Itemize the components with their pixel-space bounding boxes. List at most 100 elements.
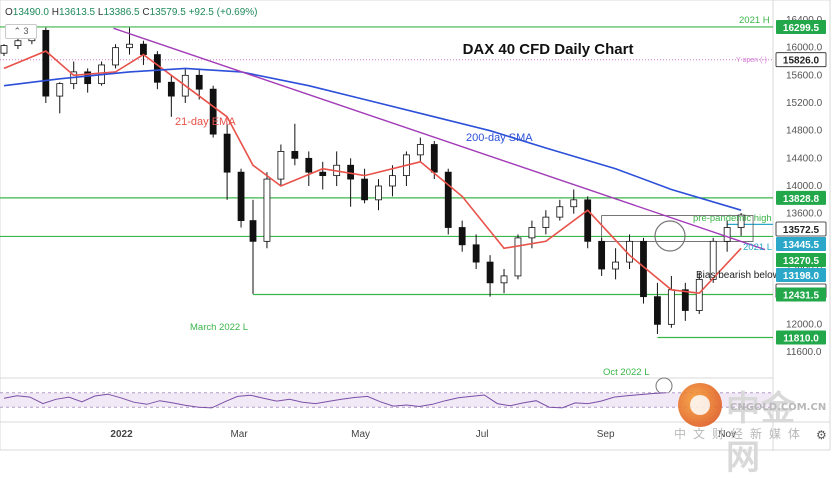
x-tick-label: 2022: [110, 429, 133, 440]
candle-body: [667, 289, 675, 325]
candle-body: [126, 43, 133, 49]
price-tag: [776, 330, 826, 345]
candle-body: [153, 54, 161, 83]
low-label: L: [97, 7, 104, 18]
series-toggle-button[interactable]: ⌃ 3: [5, 24, 37, 39]
candle-body: [305, 157, 313, 173]
price-tag: [776, 268, 826, 282]
candle-body: [654, 296, 661, 325]
price-tag-label: 13445.5: [783, 240, 820, 251]
series-line-200-day-sma: [3, 67, 742, 211]
candle-body: [556, 206, 564, 218]
change-value: +92.5 (+0.69%): [188, 7, 258, 18]
x-tick-label: Mar: [230, 429, 248, 440]
price-tag-label: 11810.0: [783, 333, 819, 344]
candle-body: [56, 83, 64, 97]
candle-body: [500, 275, 508, 284]
candle-body: [249, 220, 257, 242]
candle-body: [42, 29, 50, 97]
candle-body: [0, 45, 8, 54]
candle-body: [195, 74, 203, 90]
rsi-band: [0, 392, 773, 408]
candle-body: [140, 43, 147, 55]
candle-body: [570, 199, 578, 208]
x-tick-label: Sep: [597, 429, 615, 440]
candle-body: [681, 289, 689, 311]
chart-title: DAX 40 CFD Daily Chart: [463, 41, 634, 58]
candle-body: [458, 227, 466, 246]
candle-body: [361, 178, 368, 201]
candle-body: [14, 40, 22, 46]
price-tag: [776, 237, 826, 251]
rsi-highlight-circle: [655, 377, 673, 395]
candle-body: [514, 237, 522, 277]
price-tag: [776, 287, 826, 302]
y-tick-label: 13600.0: [786, 209, 823, 220]
candle-body: [486, 261, 494, 284]
candle-body: [263, 178, 271, 242]
x-tick-label: May: [351, 429, 370, 440]
candle-body: [542, 216, 550, 228]
candle-body: [389, 175, 396, 187]
candle-body: [695, 278, 703, 311]
low-value: 13386.5: [103, 7, 140, 18]
candle-body: [584, 199, 592, 242]
candle-body: [237, 171, 245, 221]
x-tick-label: Jul: [476, 429, 489, 440]
candle-body: [430, 144, 438, 173]
y-tick-label: 12000.0: [786, 319, 823, 330]
price-tag: [776, 19, 826, 34]
y-tick-label: 15600.0: [786, 70, 823, 81]
y-tick-label: 14800.0: [786, 126, 823, 137]
level-label: Y open (-): [736, 57, 767, 64]
level-label: March 2022 L: [190, 322, 248, 333]
candle-body: [319, 171, 327, 177]
ohlc-readout: O13490.0 H13613.5 L13386.5 C13579.5 +92.…: [5, 7, 258, 18]
candle-body: [223, 133, 231, 173]
y-tick-label: 16000.0: [786, 43, 823, 54]
y-tick-label: 14400.0: [786, 153, 823, 164]
price-tag-label: 13198.0: [783, 271, 820, 282]
range-box: [601, 215, 754, 242]
y-tick-label: 11600.0: [786, 347, 822, 358]
level-label: pre-pandemic high: [693, 213, 772, 224]
candle-body: [291, 151, 299, 159]
level-label: Oct 2022 L: [603, 367, 649, 378]
candle-body: [167, 81, 175, 97]
price-tag-label: 15826.0: [783, 56, 820, 67]
candle-body: [277, 151, 285, 180]
candle-body: [528, 227, 536, 239]
price-tag: [775, 221, 827, 237]
candle-body: [209, 88, 217, 135]
chart-frame: [0, 0, 831, 451]
price-tag: [776, 190, 826, 205]
candle-body: [84, 71, 92, 85]
price-tag-label: 12431.5: [783, 290, 820, 301]
candle-body: [626, 240, 633, 263]
series-line-21-day-ema: [3, 50, 742, 295]
ema-annotation: 21-day EMA: [175, 116, 236, 128]
candle-body: [737, 214, 745, 228]
sma-annotation: 200-day SMA: [466, 132, 533, 144]
series-line-trendline: [113, 27, 766, 251]
candle-body: [112, 47, 119, 66]
rsi-line: [3, 392, 667, 409]
open-label: O: [5, 7, 13, 18]
open-value: 13490.0: [12, 7, 49, 18]
settings-gear-icon[interactable]: ⚙: [816, 428, 827, 442]
close-value: 13579.5: [149, 7, 186, 18]
series-count: 3: [23, 26, 29, 36]
price-tag-label: 16299.5: [783, 23, 820, 34]
price-tag-label: 13572.5: [783, 225, 820, 236]
price-tag-label: 13270.5: [783, 256, 820, 267]
level-label: 2021 L: [743, 242, 772, 253]
candle-body: [375, 185, 382, 201]
x-tick-label: Nov: [718, 429, 736, 440]
candle-body: [598, 240, 606, 270]
level-label: 2021 H: [739, 15, 770, 26]
price-tag-label: 13828.8: [783, 194, 820, 205]
high-label: H: [51, 7, 59, 18]
candle-body: [612, 261, 619, 270]
bias-annotation: Bias bearish below: [696, 270, 781, 281]
